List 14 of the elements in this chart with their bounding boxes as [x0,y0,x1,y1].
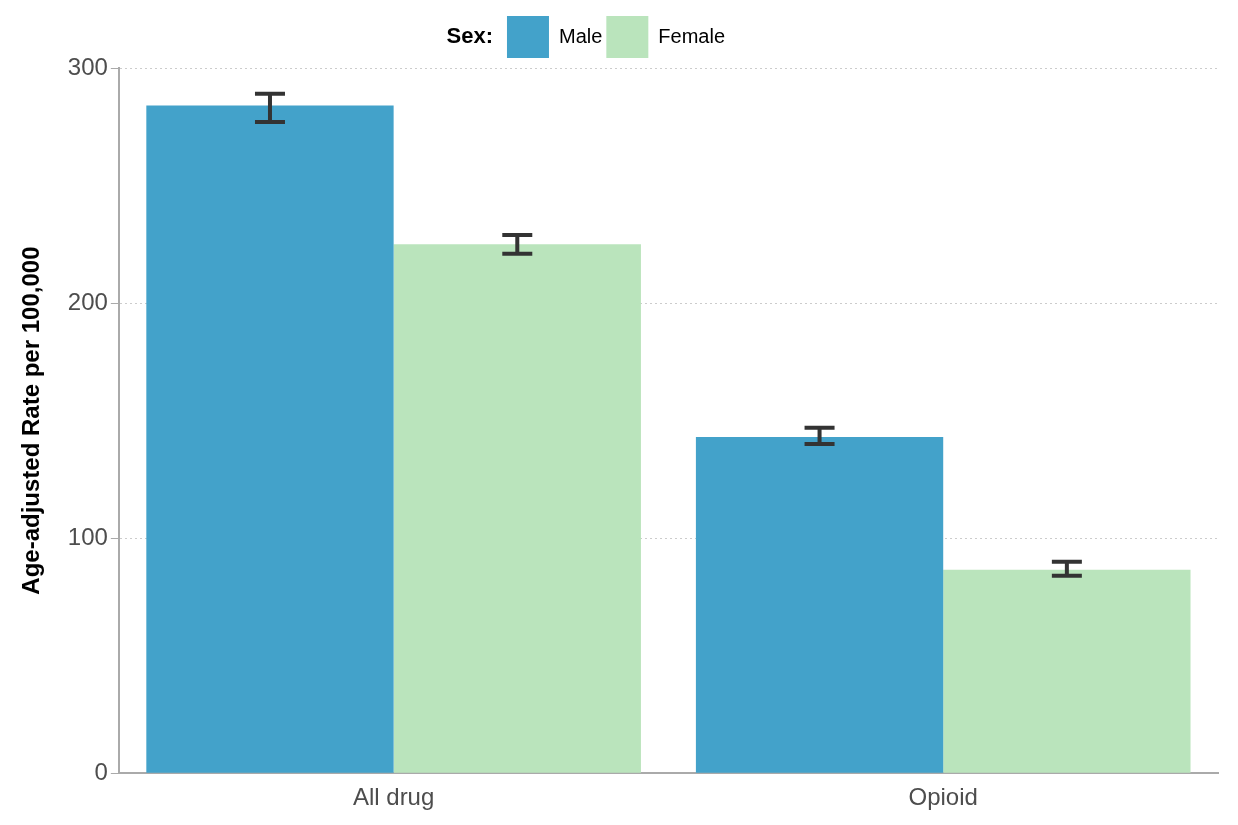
y-tick-label: 300 [67,52,108,80]
y-tick-label: 200 [67,287,108,315]
y-tick-label: 100 [67,522,108,550]
x-tick-label: All drug [352,783,435,811]
bar [695,437,944,773]
bar [943,569,1191,773]
bar [393,244,641,773]
legend-label: Female [658,24,726,47]
legend-title: Sex: [446,23,493,49]
x-tick-label: Opioid [908,783,978,811]
legend-label: Male [558,24,603,47]
bar [146,105,394,773]
y-axis-title: Age-adjusted Rate per 100,000 [17,246,45,595]
y-tick-label: 0 [94,757,108,785]
